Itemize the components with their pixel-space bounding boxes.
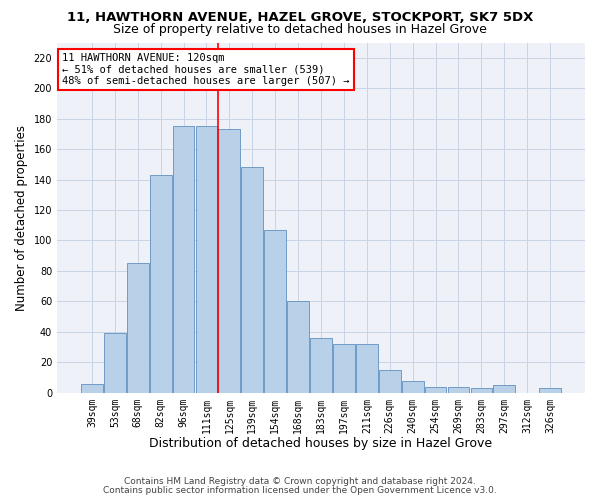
Bar [173,126,194,392]
Bar [539,388,561,392]
Text: Size of property relative to detached houses in Hazel Grove: Size of property relative to detached ho… [113,22,487,36]
Bar [150,175,172,392]
Text: Contains public sector information licensed under the Open Government Licence v3: Contains public sector information licen… [103,486,497,495]
Bar [470,388,492,392]
X-axis label: Distribution of detached houses by size in Hazel Grove: Distribution of detached houses by size … [149,437,493,450]
Bar [127,264,149,392]
Bar [104,334,126,392]
Bar [265,230,286,392]
Y-axis label: Number of detached properties: Number of detached properties [15,124,28,310]
Bar [402,380,424,392]
Bar [287,302,309,392]
Bar [81,384,103,392]
Text: Contains HM Land Registry data © Crown copyright and database right 2024.: Contains HM Land Registry data © Crown c… [124,477,476,486]
Bar [196,126,217,392]
Text: 11 HAWTHORN AVENUE: 120sqm
← 51% of detached houses are smaller (539)
48% of sem: 11 HAWTHORN AVENUE: 120sqm ← 51% of deta… [62,53,350,86]
Bar [218,130,240,392]
Text: 11, HAWTHORN AVENUE, HAZEL GROVE, STOCKPORT, SK7 5DX: 11, HAWTHORN AVENUE, HAZEL GROVE, STOCKP… [67,11,533,24]
Bar [379,370,401,392]
Bar [356,344,378,393]
Bar [425,386,446,392]
Bar [493,385,515,392]
Bar [448,386,469,392]
Bar [241,168,263,392]
Bar [333,344,355,393]
Bar [310,338,332,392]
